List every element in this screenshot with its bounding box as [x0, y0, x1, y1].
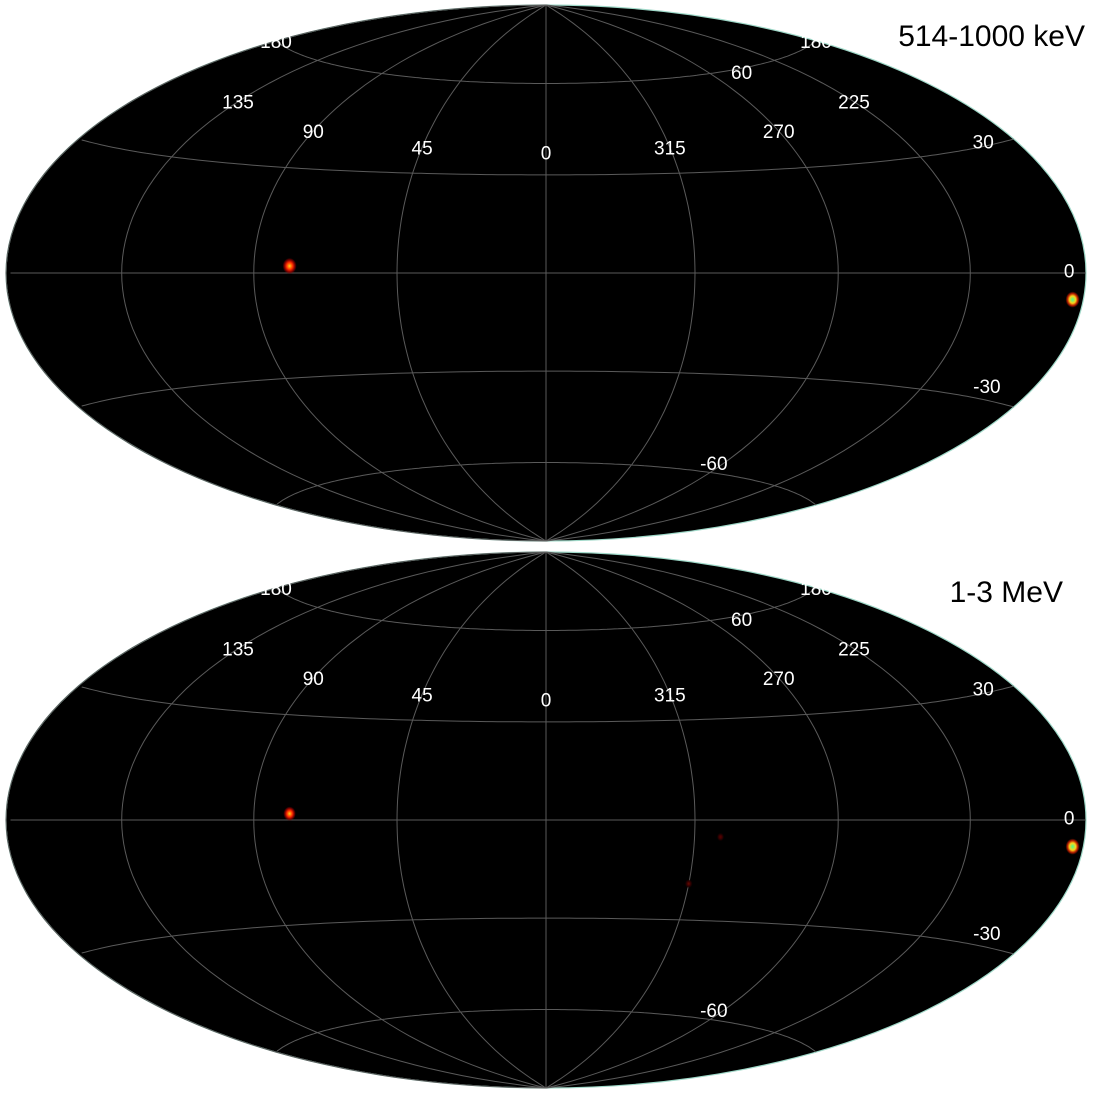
longitude-line — [396, 551, 547, 1089]
gamma-ray-source — [283, 806, 296, 821]
longitude-label: 45 — [412, 686, 433, 707]
energy-band-title: 1-3 MeV — [949, 576, 1063, 609]
gamma-ray-source — [282, 257, 297, 275]
longitude-line — [545, 4, 971, 542]
latitude-label: 0 — [1064, 262, 1075, 283]
latitude-label: -30 — [973, 377, 1000, 398]
longitude-line — [253, 551, 547, 1089]
longitude-line — [396, 4, 547, 542]
gamma-ray-source — [684, 879, 693, 889]
longitude-label: 270 — [763, 669, 795, 690]
longitude-line — [545, 551, 839, 1089]
latitude-line — [276, 462, 817, 506]
longitude-label: 270 — [763, 122, 795, 143]
longitude-label: 90 — [303, 669, 324, 690]
longitude-label: 180 — [260, 579, 292, 600]
longitude-label: 225 — [838, 640, 870, 661]
latitude-line — [81, 917, 1014, 955]
longitude-label: 90 — [303, 122, 324, 143]
longitude-label: 45 — [412, 139, 433, 160]
longitude-label: 0 — [541, 144, 552, 165]
latitude-line — [81, 370, 1014, 408]
longitude-label: 225 — [838, 93, 870, 114]
gamma-ray-source — [1065, 838, 1080, 855]
latitude-label: 60 — [731, 610, 752, 631]
longitude-label: 135 — [222, 640, 254, 661]
longitude-label: 0 — [541, 691, 552, 712]
longitude-label: 180 — [800, 579, 832, 600]
graticule — [5, 4, 1086, 542]
gamma-ray-source — [716, 832, 725, 842]
latitude-label: 30 — [973, 133, 994, 154]
latitude-label: -30 — [973, 924, 1000, 945]
latitude-label: 60 — [731, 63, 752, 84]
latitude-label: -60 — [700, 454, 727, 475]
sky-map: 180 135 90 45 0 315 270 225 180 60 30 0 -30 -60 — [5, 551, 1087, 1089]
latitude-line — [81, 685, 1014, 723]
longitude-line — [5, 4, 547, 542]
longitude-line — [253, 4, 547, 542]
latitude-line — [81, 138, 1014, 176]
latitude-line — [276, 587, 817, 631]
latitude-label: 30 — [973, 680, 994, 701]
longitude-line — [121, 4, 547, 542]
longitude-label: 315 — [654, 686, 686, 707]
latitude-label: -60 — [700, 1001, 727, 1022]
longitude-label: 315 — [654, 139, 686, 160]
sky-map-panel-514-1000-kev: 180 135 90 45 0 315 270 225 180 60 30 0 -30 -60 514-1… — [0, 0, 1093, 546]
latitude-line — [276, 40, 817, 84]
longitude-line — [545, 4, 839, 542]
longitude-line — [121, 551, 547, 1089]
longitude-label: 180 — [260, 32, 292, 53]
gamma-ray-source — [1065, 291, 1080, 308]
longitude-line — [545, 551, 696, 1089]
energy-band-title: 514-1000 keV — [898, 20, 1085, 53]
sky-map-panel-1-3-mev: 180 135 90 45 0 315 270 225 180 60 30 0 -30 -60 1-3 M… — [0, 547, 1093, 1093]
longitude-line — [545, 4, 696, 542]
latitude-label: 0 — [1064, 809, 1075, 830]
longitude-line — [545, 551, 971, 1089]
longitude-label: 135 — [222, 93, 254, 114]
latitude-line — [276, 1009, 817, 1053]
graticule — [5, 551, 1086, 1089]
longitude-label: 180 — [800, 32, 832, 53]
longitude-line — [5, 551, 547, 1089]
sky-map: 180 135 90 45 0 315 270 225 180 60 30 0 -30 -60 — [5, 4, 1087, 542]
